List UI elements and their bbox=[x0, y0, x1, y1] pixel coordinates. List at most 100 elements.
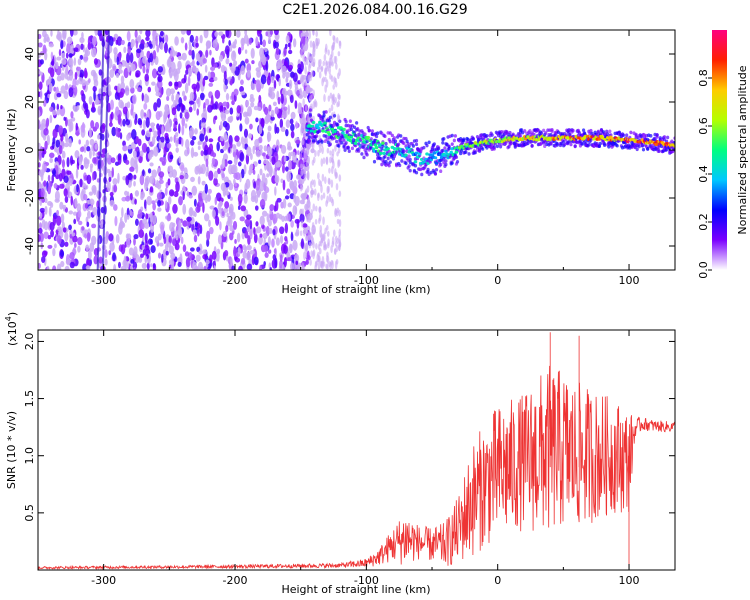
noise-speckle bbox=[327, 95, 331, 102]
noise-speckle bbox=[58, 172, 63, 182]
noise-speckle bbox=[86, 174, 92, 185]
noise-speckle bbox=[292, 154, 297, 163]
noise-speckle bbox=[334, 55, 338, 65]
ridge-halo bbox=[542, 128, 546, 133]
colorbar-tick-label: 0.0 bbox=[697, 261, 710, 279]
noise-speckle bbox=[77, 58, 82, 66]
noise-speckle bbox=[290, 111, 296, 120]
noise-speckle bbox=[280, 126, 286, 132]
noise-speckle bbox=[118, 224, 123, 235]
noise-speckle bbox=[130, 211, 134, 217]
ridge-halo bbox=[422, 145, 426, 150]
noise-speckle bbox=[38, 262, 41, 269]
noise-speckle bbox=[217, 234, 222, 245]
noise-speckle bbox=[248, 169, 252, 176]
noise-speckle bbox=[247, 234, 251, 246]
noise-speckle bbox=[161, 160, 166, 166]
noise-speckle bbox=[165, 250, 169, 256]
noise-speckle bbox=[61, 140, 65, 149]
noise-speckle bbox=[38, 227, 43, 234]
noise-speckle bbox=[276, 65, 281, 70]
noise-speckle bbox=[208, 82, 214, 87]
noise-speckle bbox=[281, 215, 285, 222]
noise-speckle bbox=[93, 71, 96, 78]
noise-speckle bbox=[156, 97, 162, 108]
ridge-halo bbox=[398, 163, 402, 168]
noise-speckle bbox=[234, 38, 237, 45]
y-tick-label: 20 bbox=[23, 95, 36, 109]
noise-speckle bbox=[324, 176, 327, 184]
noise-speckle bbox=[187, 67, 193, 76]
noise-speckle bbox=[92, 206, 98, 216]
y-tick-label: 2.0 bbox=[23, 333, 36, 351]
noise-speckle bbox=[259, 264, 263, 270]
noise-speckle bbox=[113, 184, 118, 193]
noise-speckle bbox=[332, 41, 335, 48]
noise-speckle bbox=[188, 106, 193, 113]
noise-speckle bbox=[283, 244, 288, 254]
noise-speckle bbox=[303, 174, 307, 181]
noise-speckle bbox=[158, 179, 164, 184]
noise-speckle bbox=[330, 75, 334, 83]
x-tick-label: -200 bbox=[223, 574, 248, 587]
noise-speckle bbox=[305, 242, 309, 252]
spectrogram-x-ticks: -300 -200 -100 0 100 bbox=[37, 30, 640, 287]
ridge-halo bbox=[360, 152, 364, 156]
noise-speckle bbox=[250, 189, 257, 200]
ridge-halo bbox=[325, 137, 329, 142]
noise-speckle bbox=[309, 40, 313, 48]
noise-speckle bbox=[231, 44, 237, 49]
ridge-halo bbox=[381, 144, 385, 148]
noise-speckle bbox=[258, 159, 262, 164]
noise-speckle bbox=[284, 43, 288, 50]
noise-speckle bbox=[122, 145, 128, 152]
noise-speckle bbox=[329, 30, 332, 37]
noise-speckle bbox=[100, 220, 104, 229]
noise-speckle bbox=[66, 187, 70, 198]
noise-speckle bbox=[77, 236, 83, 246]
noise-speckle bbox=[254, 139, 260, 148]
noise-speckle bbox=[326, 255, 330, 265]
noise-speckle bbox=[156, 192, 163, 200]
noise-speckle bbox=[38, 33, 42, 40]
ridge-halo bbox=[481, 147, 485, 151]
noise-speckle bbox=[176, 103, 181, 112]
noise-speckle bbox=[60, 250, 65, 258]
noise-speckle bbox=[78, 220, 83, 226]
noise-speckle bbox=[275, 161, 281, 168]
noise-speckle bbox=[44, 197, 48, 204]
noise-speckle bbox=[65, 132, 69, 142]
noise-speckle bbox=[129, 166, 135, 172]
ridge-halo bbox=[597, 144, 601, 149]
noise-speckle bbox=[163, 114, 166, 125]
noise-speckle bbox=[168, 81, 173, 87]
noise-speckle bbox=[249, 93, 254, 99]
noise-speckle bbox=[289, 118, 294, 125]
noise-speckle bbox=[98, 69, 103, 76]
noise-speckle bbox=[278, 77, 281, 87]
noise-speckle bbox=[58, 48, 62, 57]
noise-speckle bbox=[109, 199, 115, 207]
noise-speckle bbox=[240, 168, 245, 179]
noise-speckle bbox=[85, 265, 91, 270]
noise-speckle bbox=[151, 135, 156, 145]
noise-speckle bbox=[267, 236, 271, 247]
noise-speckle bbox=[191, 185, 198, 196]
noise-speckle bbox=[63, 116, 67, 121]
noise-speckle bbox=[311, 159, 315, 166]
ridge-halo bbox=[580, 142, 585, 146]
noise-speckle bbox=[63, 142, 70, 148]
noise-speckle bbox=[144, 232, 148, 244]
noise-speckle bbox=[274, 257, 278, 269]
noise-speckle bbox=[245, 251, 251, 261]
ridge-halo bbox=[641, 147, 646, 152]
noise-speckle bbox=[309, 72, 312, 78]
noise-speckle bbox=[246, 69, 251, 78]
noise-speckle bbox=[208, 219, 211, 228]
ridge-halo bbox=[434, 167, 439, 172]
noise-speckle bbox=[212, 39, 218, 49]
noise-speckle bbox=[131, 129, 137, 140]
noise-speckle bbox=[255, 36, 259, 47]
ridge-halo bbox=[459, 151, 463, 156]
ridge-halo bbox=[640, 143, 645, 148]
